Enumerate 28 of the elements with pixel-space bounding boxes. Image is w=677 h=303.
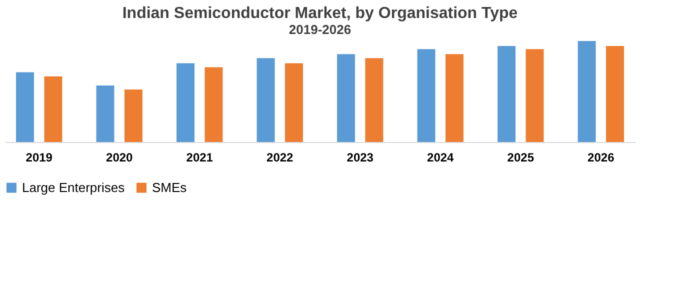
x-tick-label: 2022	[266, 150, 294, 164]
x-tick-label: 2020	[106, 150, 134, 164]
bar	[176, 63, 195, 142]
bar	[124, 89, 142, 142]
x-tick-label: 2026	[588, 150, 615, 164]
legend-label: Large Enterprises	[22, 180, 126, 195]
bar	[337, 54, 356, 142]
bar	[606, 46, 624, 142]
bar	[96, 85, 114, 142]
bar	[284, 63, 303, 142]
bar	[445, 54, 464, 142]
bar	[498, 46, 516, 142]
bar	[526, 49, 544, 142]
bar	[256, 58, 275, 142]
legend-label: SMEs	[152, 180, 188, 195]
x-tick-label: 2023	[346, 150, 374, 164]
chart-title: Indian Semiconductor Market, by Organisation Type	[122, 5, 518, 22]
chart-subtitle: 2019-2026	[288, 22, 352, 37]
x-tick-label: 2025	[507, 150, 534, 164]
bar	[578, 41, 596, 142]
bar	[417, 49, 436, 142]
x-tick-label: 2019	[26, 150, 53, 164]
bar	[16, 72, 34, 142]
x-tick-label: 2024	[427, 150, 454, 164]
bar	[204, 67, 223, 142]
bar	[365, 58, 384, 142]
x-tick-label: 2021	[186, 150, 214, 164]
bar	[44, 76, 62, 142]
